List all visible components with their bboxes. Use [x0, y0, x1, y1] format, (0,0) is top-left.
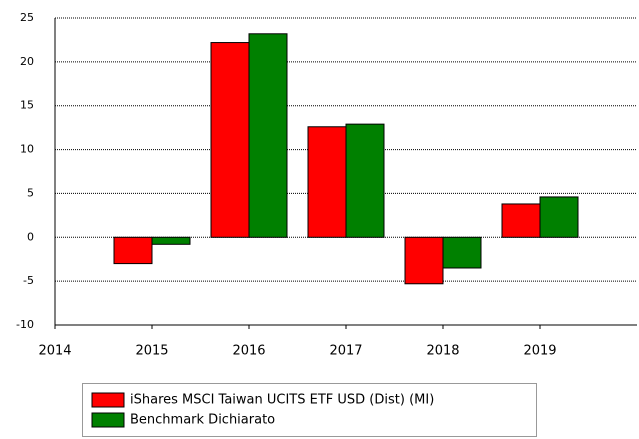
x-tick-label: 2017 — [329, 344, 362, 359]
bar — [113, 236, 153, 265]
y-tick-label: 10 — [20, 143, 34, 156]
legend-swatch — [91, 412, 125, 428]
bar — [248, 33, 288, 238]
y-tick-label: 20 — [20, 55, 34, 68]
legend-swatch — [91, 392, 125, 408]
bar — [345, 123, 385, 238]
x-tick-label: 2014 — [38, 344, 71, 359]
bar — [501, 203, 541, 238]
bar — [442, 236, 482, 269]
y-tick-label: 0 — [27, 230, 34, 243]
y-tick-label: 5 — [27, 186, 34, 199]
bar — [539, 196, 579, 238]
y-tick-label: 25 — [20, 11, 34, 24]
bar — [151, 236, 191, 245]
legend-box — [82, 383, 537, 437]
y-tick-label: 15 — [20, 99, 34, 112]
x-tick-label: 2016 — [232, 344, 265, 359]
legend-label: Benchmark Dichiarato — [130, 413, 275, 428]
bar — [307, 126, 347, 238]
x-tick-label: 2015 — [135, 344, 168, 359]
y-tick-label: -10 — [16, 318, 34, 331]
legend-label: iShares MSCI Taiwan UCITS ETF USD (Dist)… — [130, 393, 434, 408]
bar — [404, 236, 444, 285]
y-tick-label: -5 — [23, 274, 34, 287]
x-tick-label: 2019 — [523, 344, 556, 359]
bar — [210, 42, 250, 238]
x-tick-label: 2018 — [426, 344, 459, 359]
